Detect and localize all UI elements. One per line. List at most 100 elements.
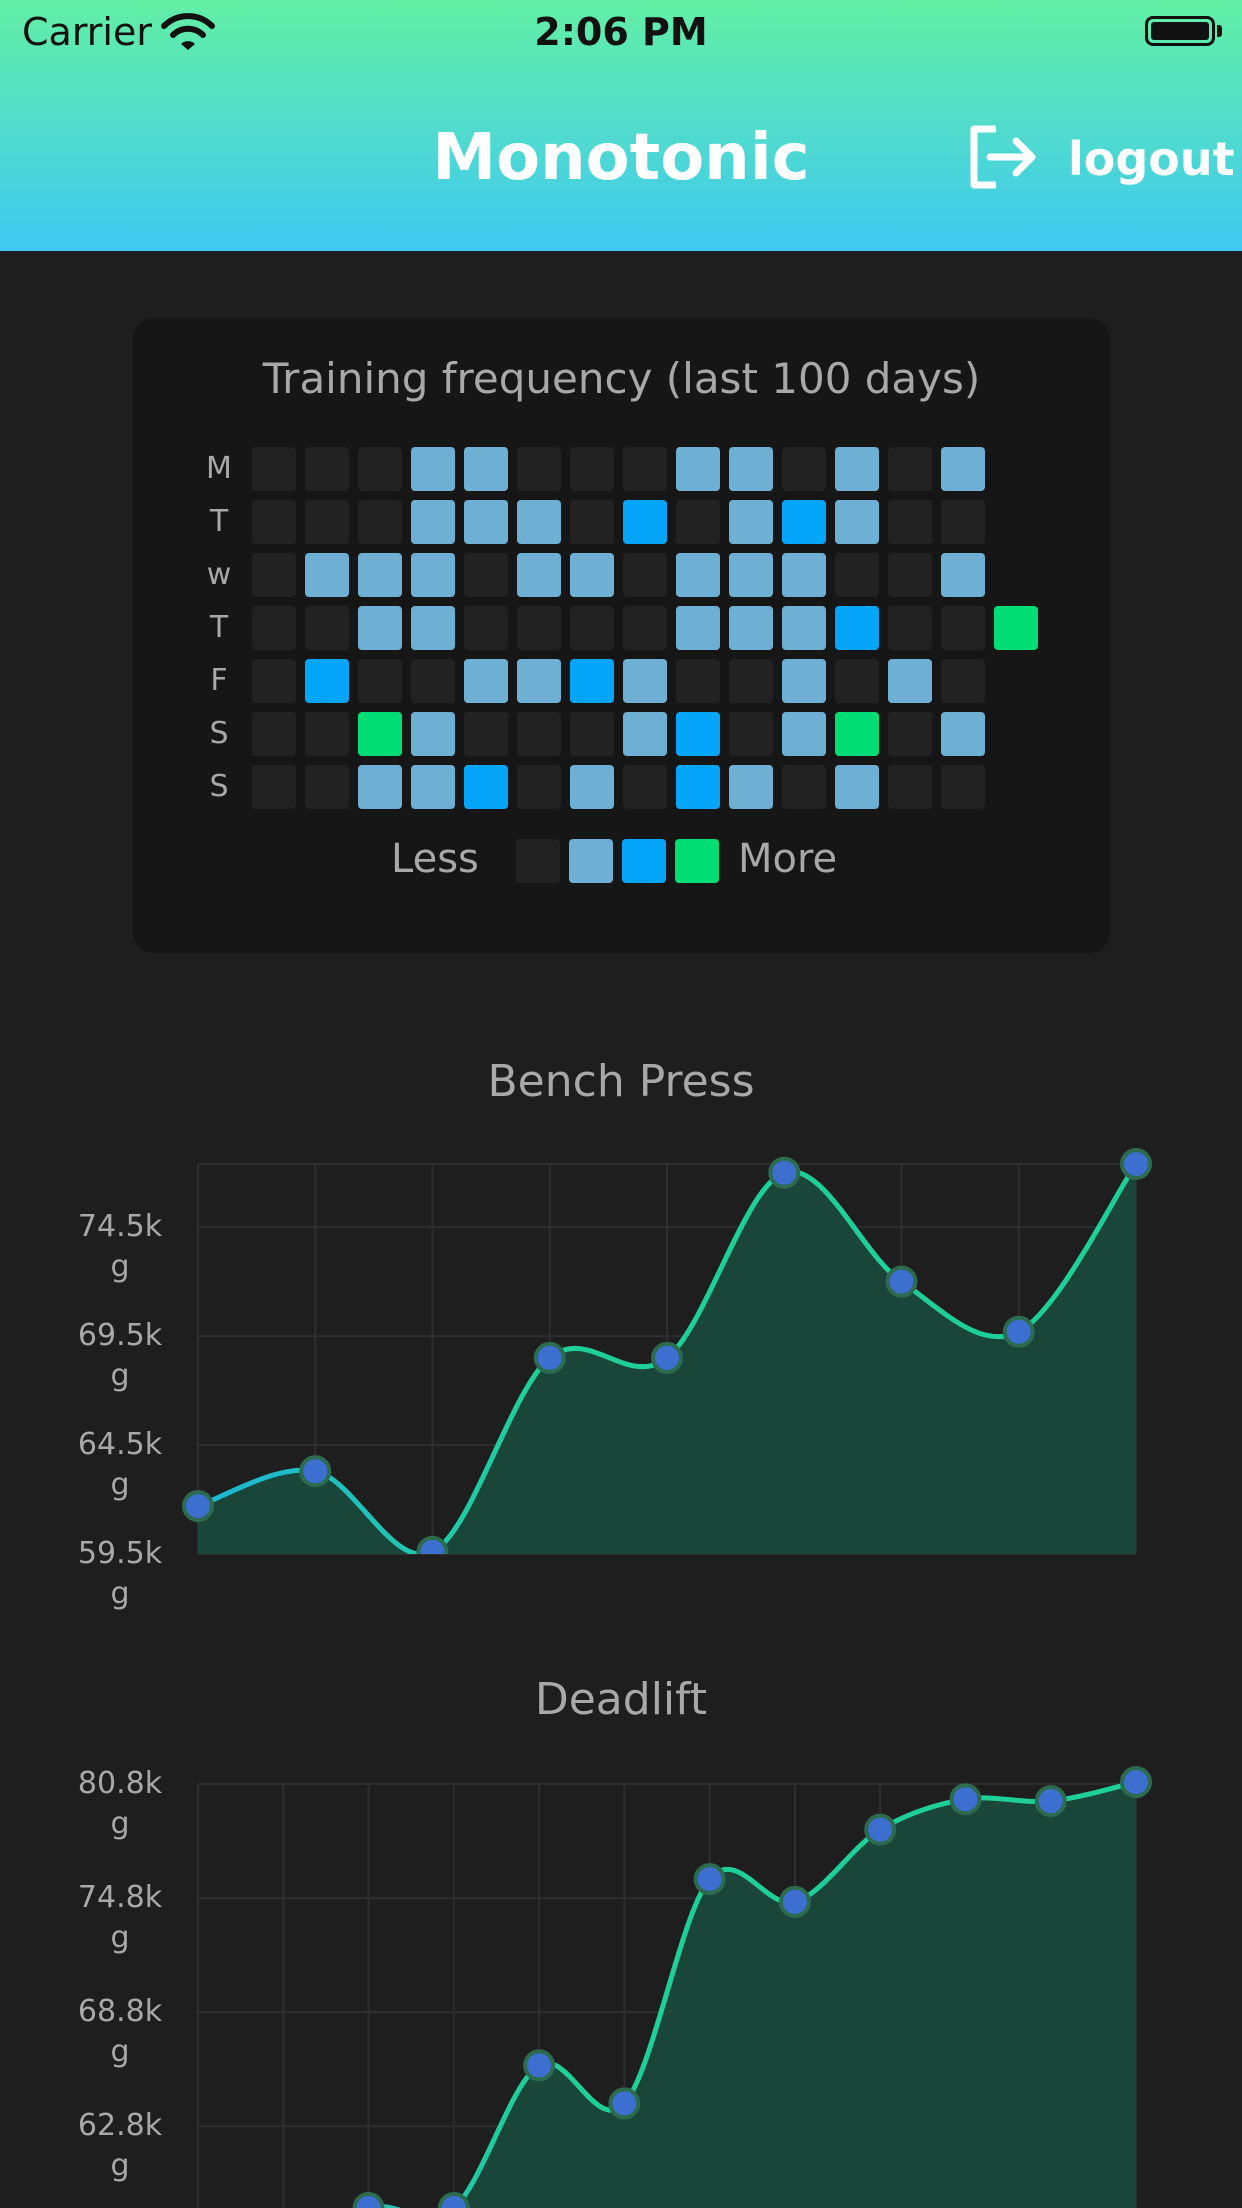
heatmap-cell[interactable] — [305, 765, 349, 809]
heatmap-cell[interactable] — [941, 606, 985, 650]
heatmap-cell[interactable] — [411, 606, 455, 650]
heatmap-cell[interactable] — [941, 500, 985, 544]
heatmap-cell[interactable] — [941, 553, 985, 597]
heatmap-cell[interactable] — [517, 765, 561, 809]
heatmap-cell[interactable] — [782, 500, 826, 544]
heatmap-cell[interactable] — [411, 659, 455, 703]
heatmap-cell[interactable] — [305, 659, 349, 703]
heatmap-cell[interactable] — [835, 447, 879, 491]
heatmap-cell[interactable] — [464, 712, 508, 756]
heatmap-cell[interactable] — [517, 712, 561, 756]
heatmap-cell[interactable] — [941, 659, 985, 703]
heatmap-cell[interactable] — [570, 606, 614, 650]
heatmap-cell[interactable] — [729, 447, 773, 491]
heatmap-cell[interactable] — [676, 712, 720, 756]
logout-button[interactable]: logout — [968, 124, 1235, 194]
heatmap-cell[interactable] — [570, 659, 614, 703]
heatmap-cell[interactable] — [358, 659, 402, 703]
heatmap-cell[interactable] — [941, 765, 985, 809]
heatmap-cell[interactable] — [994, 606, 1038, 650]
heatmap-cell[interactable] — [252, 606, 296, 650]
heatmap-cell[interactable] — [888, 500, 932, 544]
heatmap-cell[interactable] — [252, 765, 296, 809]
heatmap-cell[interactable] — [676, 500, 720, 544]
heatmap-cell[interactable] — [411, 500, 455, 544]
heatmap-cell[interactable] — [252, 659, 296, 703]
heatmap-cell[interactable] — [941, 447, 985, 491]
heatmap-cell[interactable] — [305, 606, 349, 650]
heatmap-cell[interactable] — [835, 765, 879, 809]
heatmap-cell[interactable] — [623, 712, 667, 756]
heatmap-cell[interactable] — [782, 712, 826, 756]
heatmap-cell[interactable] — [570, 553, 614, 597]
heatmap-cell[interactable] — [517, 447, 561, 491]
heatmap-cell[interactable] — [888, 659, 932, 703]
heatmap-cell[interactable] — [782, 659, 826, 703]
heatmap-cell[interactable] — [411, 447, 455, 491]
heatmap-cell[interactable] — [729, 659, 773, 703]
heatmap-cell[interactable] — [411, 553, 455, 597]
heatmap-cell[interactable] — [941, 712, 985, 756]
heatmap-cell[interactable] — [623, 659, 667, 703]
heatmap-cell[interactable] — [517, 500, 561, 544]
heatmap-cell[interactable] — [782, 606, 826, 650]
heatmap-cell[interactable] — [888, 765, 932, 809]
heatmap-cell[interactable] — [358, 447, 402, 491]
heatmap-cell[interactable] — [464, 447, 508, 491]
heatmap-cell[interactable] — [517, 659, 561, 703]
heatmap-cell[interactable] — [729, 553, 773, 597]
heatmap-cell[interactable] — [252, 712, 296, 756]
heatmap-cell[interactable] — [252, 500, 296, 544]
heatmap-cell[interactable] — [623, 606, 667, 650]
heatmap-cell[interactable] — [570, 500, 614, 544]
heatmap-cell[interactable] — [729, 712, 773, 756]
heatmap-cell[interactable] — [305, 712, 349, 756]
heatmap-cell[interactable] — [464, 500, 508, 544]
heatmap-cell[interactable] — [835, 500, 879, 544]
heatmap-cell[interactable] — [623, 447, 667, 491]
heatmap-cell[interactable] — [623, 765, 667, 809]
heatmap-cell[interactable] — [729, 500, 773, 544]
heatmap-cell[interactable] — [464, 606, 508, 650]
heatmap-cell[interactable] — [729, 606, 773, 650]
heatmap-cell[interactable] — [782, 447, 826, 491]
heatmap-cell[interactable] — [782, 765, 826, 809]
heatmap-cell[interactable] — [411, 712, 455, 756]
heatmap-cell[interactable] — [411, 765, 455, 809]
heatmap-cell[interactable] — [835, 606, 879, 650]
heatmap-cell[interactable] — [835, 712, 879, 756]
heatmap-cell[interactable] — [623, 500, 667, 544]
heatmap-cell[interactable] — [623, 553, 667, 597]
heatmap-cell[interactable] — [464, 765, 508, 809]
heatmap-cell[interactable] — [835, 659, 879, 703]
heatmap-cell[interactable] — [729, 765, 773, 809]
heatmap-cell[interactable] — [835, 553, 879, 597]
heatmap-cell[interactable] — [305, 500, 349, 544]
heatmap-cell[interactable] — [517, 553, 561, 597]
heatmap-cell[interactable] — [888, 712, 932, 756]
heatmap-cell[interactable] — [252, 447, 296, 491]
heatmap-cell[interactable] — [676, 447, 720, 491]
heatmap-cell[interactable] — [358, 765, 402, 809]
heatmap-cell[interactable] — [464, 659, 508, 703]
heatmap-cell[interactable] — [358, 553, 402, 597]
heatmap-cell[interactable] — [252, 553, 296, 597]
heatmap-cell[interactable] — [570, 447, 614, 491]
heatmap-cell[interactable] — [358, 500, 402, 544]
heatmap-cell[interactable] — [464, 553, 508, 597]
heatmap-cell[interactable] — [358, 606, 402, 650]
heatmap-cell[interactable] — [305, 447, 349, 491]
heatmap-cell[interactable] — [305, 553, 349, 597]
heatmap-cell[interactable] — [782, 553, 826, 597]
heatmap-cell[interactable] — [888, 606, 932, 650]
heatmap-cell[interactable] — [676, 765, 720, 809]
heatmap-cell[interactable] — [676, 606, 720, 650]
heatmap-cell[interactable] — [358, 712, 402, 756]
heatmap-cell[interactable] — [517, 606, 561, 650]
heatmap-cell[interactable] — [676, 553, 720, 597]
heatmap-cell[interactable] — [570, 712, 614, 756]
heatmap-cell[interactable] — [888, 447, 932, 491]
heatmap-cell[interactable] — [676, 659, 720, 703]
heatmap-cell[interactable] — [570, 765, 614, 809]
heatmap-cell[interactable] — [888, 553, 932, 597]
